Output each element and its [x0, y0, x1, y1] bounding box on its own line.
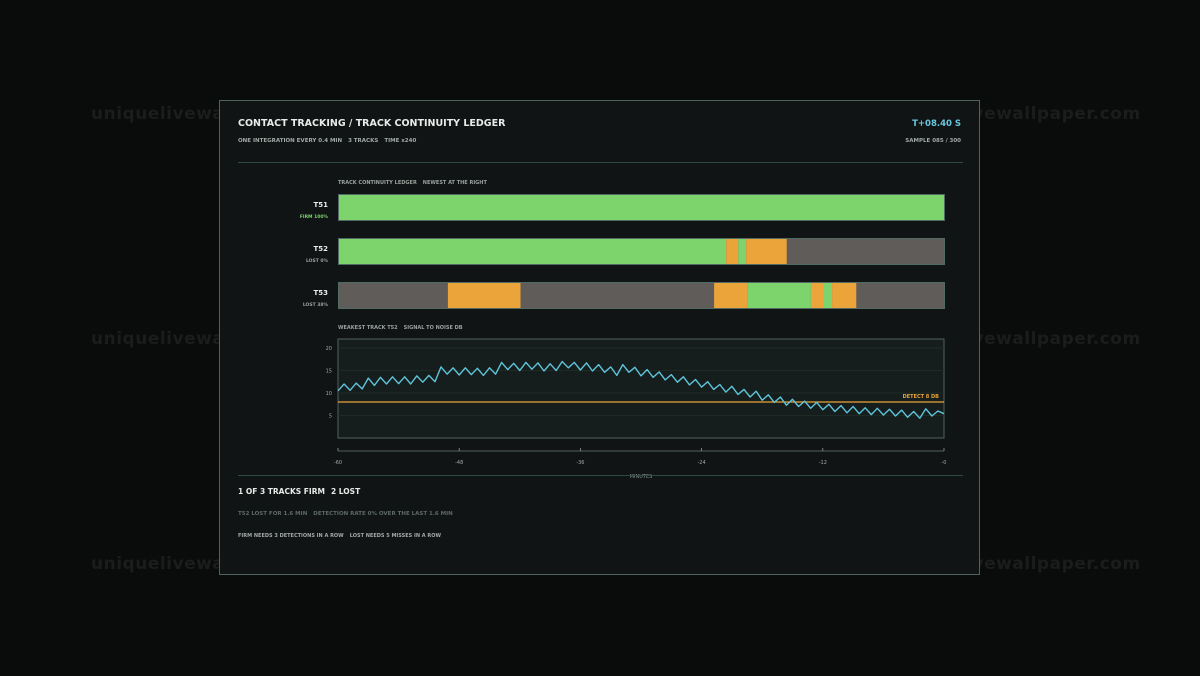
track-name: T52: [313, 245, 328, 253]
x-tick-label: -36: [576, 460, 584, 466]
ledger-title: TRACK CONTINUITY LEDGER: [338, 180, 417, 186]
track-detail: T52 LOST FOR 1.6 MIN DETECTION RATE 0% OV…: [238, 511, 453, 517]
header-divider: [238, 162, 963, 163]
chart-caption: WEAKEST TRACK T52 SIGNAL TO NOISE DB: [338, 325, 463, 331]
y-tick-label: 20: [326, 346, 332, 352]
x-tick-label: -0: [942, 460, 947, 466]
page-title: CONTACT TRACKING / TRACK CONTINUITY LEDG…: [238, 118, 506, 129]
threshold-label: DETECT 8 DB: [903, 394, 940, 400]
track-status: LOST 0%: [305, 259, 328, 264]
x-tick-label: -60: [334, 460, 342, 466]
lost-duration: T52 LOST FOR 1.6 MIN: [238, 511, 308, 517]
x-tick-label: -48: [455, 460, 463, 466]
x-tick-label: -24: [698, 460, 706, 466]
snr-chart: 5 10 15 20 DETECT 8 DB -60 -48 -36 -24 -12 -0 MINUT…: [326, 338, 947, 480]
elapsed-timer: T+08.40 S: [912, 119, 961, 129]
firm-count: 1 OF 3 TRACKS FIRM: [238, 487, 325, 496]
detection-rate: DETECTION RATE 0% OVER THE LAST 1.6 MIN: [313, 511, 453, 517]
track-count: 3 TRACKS: [348, 138, 379, 144]
track-bar-t51: [338, 194, 945, 221]
integration-rate: ONE INTEGRATION EVERY 0.4 MIN: [238, 138, 343, 144]
firm-segment: [339, 195, 944, 220]
track-status: LOST 38%: [302, 303, 328, 308]
firm-segment: [339, 239, 727, 264]
tentative-segment: [746, 239, 787, 264]
lost-count: 2 LOST: [330, 487, 361, 496]
footer-divider: [238, 475, 963, 476]
x-tick-label: -12: [819, 460, 827, 466]
ledger-order-note: NEWEST AT THE RIGHT: [422, 180, 487, 186]
track-name: T51: [313, 201, 328, 209]
chart-subtitle: SIGNAL TO NOISE DB: [403, 325, 463, 331]
ledger-caption: TRACK CONTINUITY LEDGER NEWEST AT THE RIG…: [338, 180, 487, 186]
track-bar-t52: [338, 238, 945, 265]
track-name: T53: [313, 289, 328, 297]
sample-counter: SAMPLE 085 / 300: [905, 138, 961, 144]
plot-area: [337, 338, 945, 439]
state-rules: FIRM NEEDS 3 DETECTIONS IN A ROW LOST NEE…: [238, 533, 441, 539]
tracking-panel: CONTACT TRACKING / TRACK CONTINUITY LEDG…: [219, 100, 980, 575]
lost-rule: LOST NEEDS 5 MISSES IN A ROW: [349, 533, 442, 539]
tentative-segment: [447, 283, 521, 308]
y-tick-label: 10: [326, 391, 332, 397]
snr-series-line: [337, 360, 945, 419]
y-tick-label: 5: [329, 414, 332, 420]
snr-chart-svg: 5 10 15 20 DETECT 8 DB -60 -48 -36 -24 -12 -0 MINUT…: [326, 338, 947, 480]
y-tick-label: 15: [326, 369, 332, 375]
firm-segment: [738, 239, 747, 264]
time-scale: TIME x240: [384, 138, 417, 144]
integration-info: ONE INTEGRATION EVERY 0.4 MIN 3 TRACKS TIM…: [238, 138, 416, 144]
firm-segment: [747, 283, 811, 308]
track-bar-t53: [338, 282, 945, 309]
firm-segment: [823, 283, 833, 308]
tentative-segment: [810, 283, 823, 308]
firm-rule: FIRM NEEDS 3 DETECTIONS IN A ROW: [238, 533, 344, 539]
x-axis-label: MINUTES: [630, 474, 653, 480]
tentative-segment: [832, 283, 857, 308]
tentative-segment: [726, 239, 739, 264]
tentative-segment: [714, 283, 748, 308]
chart-title: WEAKEST TRACK T52: [338, 325, 398, 331]
track-summary: 1 OF 3 TRACKS FIRM 2 LOST: [238, 487, 360, 496]
track-status: FIRM 100%: [299, 215, 328, 220]
